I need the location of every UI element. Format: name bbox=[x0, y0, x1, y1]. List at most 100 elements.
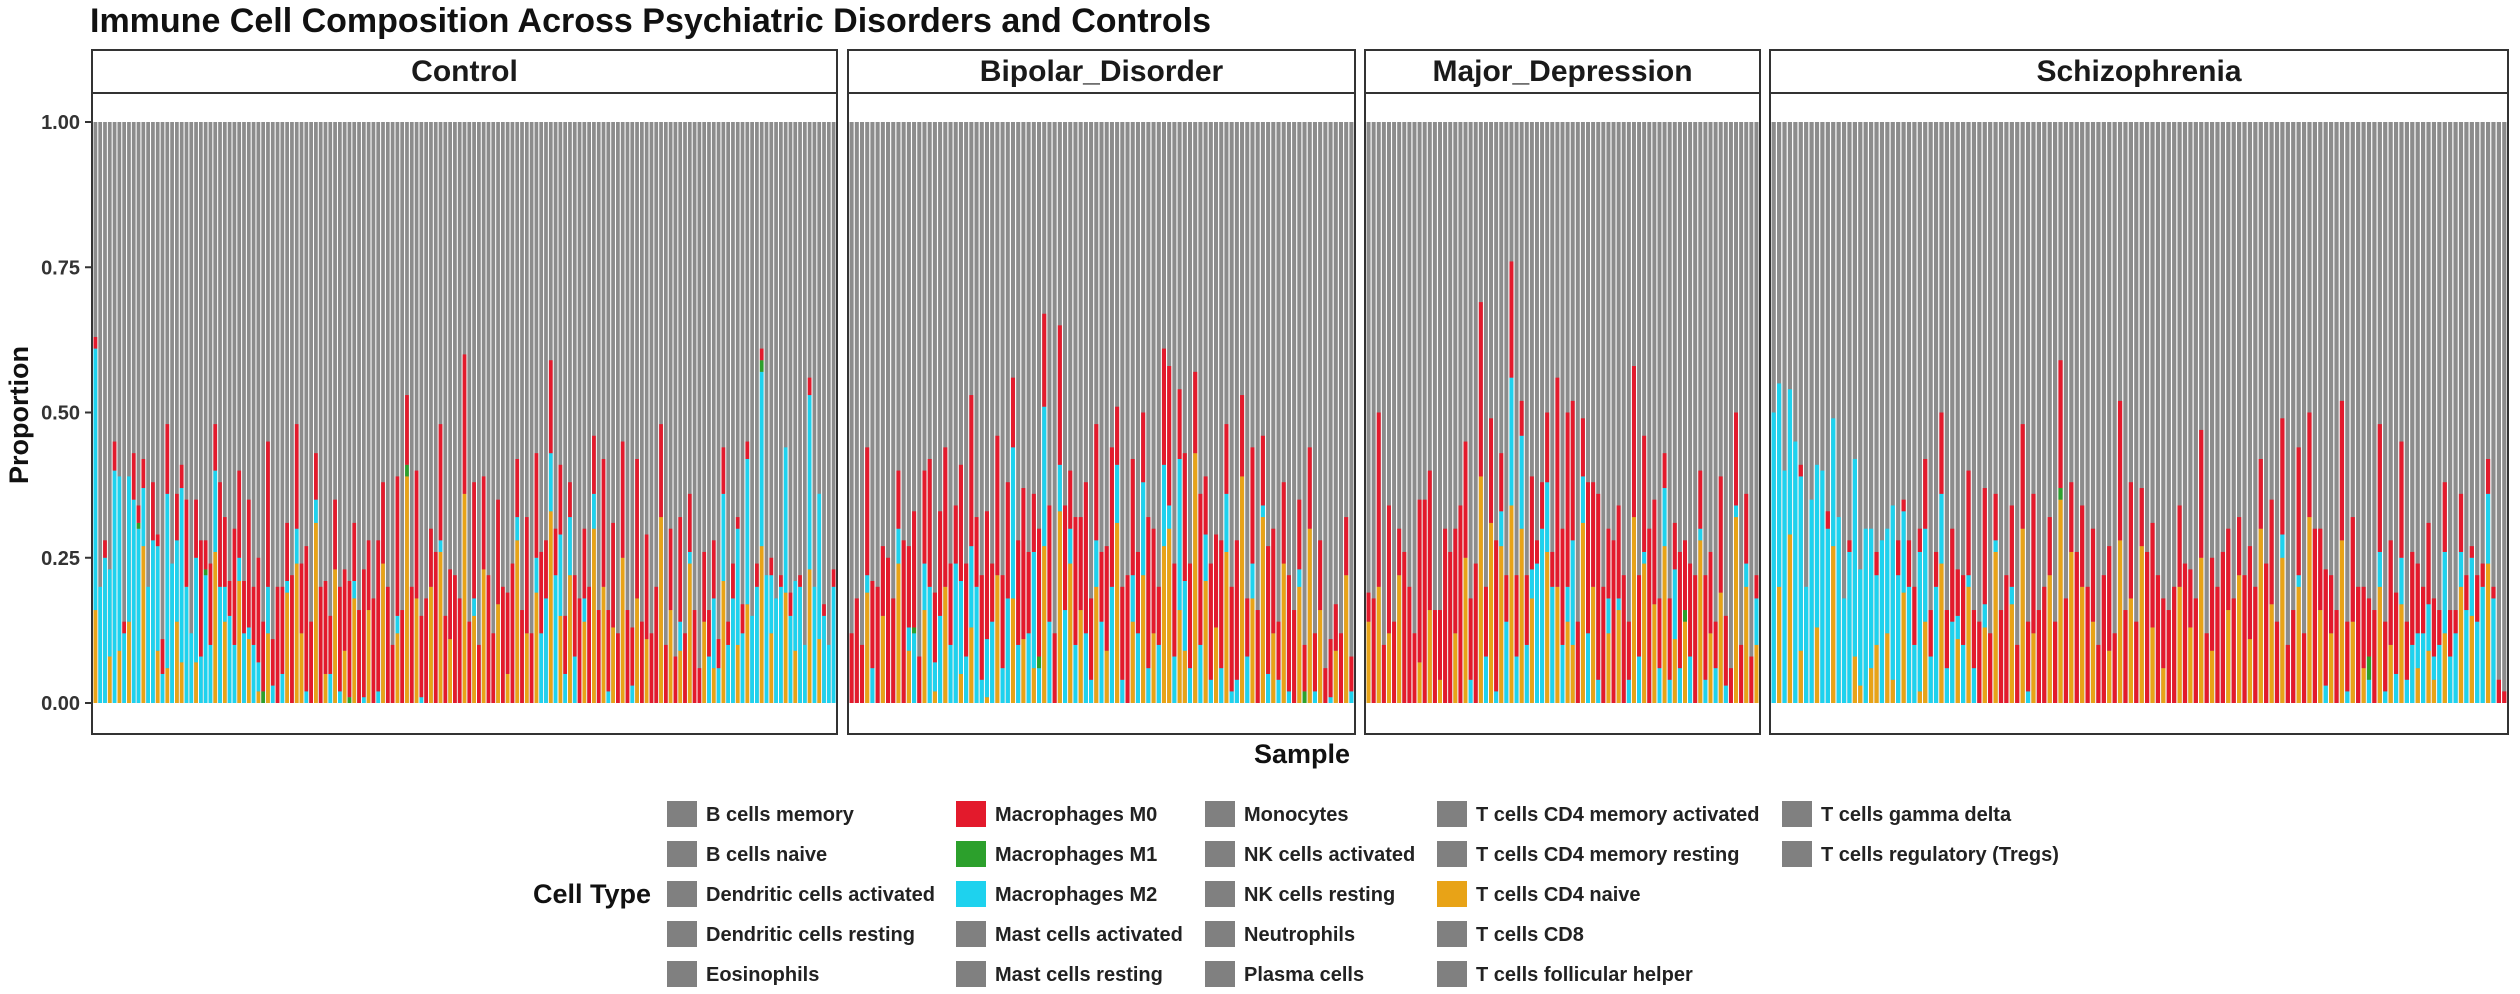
bar-segment-macrophages-m2 bbox=[227, 615, 232, 703]
bar-segment-t-cells-cd4-naive bbox=[496, 604, 500, 703]
bar-segment-other bbox=[1031, 122, 1036, 703]
bar-segment-other bbox=[745, 122, 750, 703]
bar-segment-macrophages-m0 bbox=[294, 424, 299, 529]
bar-segment-other bbox=[568, 122, 572, 703]
bar-segment-macrophages-m0 bbox=[270, 639, 275, 686]
bar-segment-macrophages-m0 bbox=[510, 563, 515, 703]
bar-segment-other bbox=[505, 122, 510, 703]
bar-segment-macrophages-m2 bbox=[1713, 668, 1718, 703]
bar-segment-other bbox=[2166, 122, 2171, 703]
bar-segment-macrophages-m2 bbox=[1616, 598, 1621, 611]
bar-segment-t-cells-cd4-naive bbox=[2128, 598, 2133, 703]
bar-segment-macrophages-m2 bbox=[563, 673, 568, 703]
bar-segment-macrophages-m2 bbox=[419, 697, 424, 703]
bar-segment-macrophages-m0 bbox=[859, 644, 865, 703]
bar-segment-macrophages-m2 bbox=[107, 569, 112, 657]
bar-segment-other bbox=[630, 122, 635, 703]
bar-segment-other bbox=[1804, 122, 1809, 703]
bar-segment-t-cells-cd4-naive bbox=[1260, 517, 1265, 703]
bar-segment-other bbox=[112, 122, 117, 703]
bar-segment-other bbox=[1073, 122, 1078, 703]
bar-segment-macrophages-m2 bbox=[1208, 679, 1213, 703]
bar-segment-macrophages-m2 bbox=[1286, 691, 1291, 703]
bar-segment-t-cells-cd4-naive bbox=[1852, 656, 1857, 703]
bar-segment-macrophages-m2 bbox=[1099, 621, 1104, 703]
bar-segment-macrophages-m0 bbox=[1912, 586, 1917, 645]
bar-segment-other bbox=[208, 122, 213, 703]
bar-segment-other bbox=[1847, 122, 1852, 703]
bar-segment-other bbox=[2334, 122, 2339, 703]
bar-segment-other bbox=[1297, 122, 1302, 703]
bar-segment-macrophages-m0 bbox=[222, 517, 227, 587]
bar-segment-macrophages-m0 bbox=[443, 615, 448, 703]
bar-segment-macrophages-m0 bbox=[854, 598, 859, 703]
bar-segment-macrophages-m1 bbox=[405, 464, 409, 477]
bar-segment-macrophages-m0 bbox=[1094, 424, 1099, 541]
bar-segment-macrophages-m2 bbox=[1901, 511, 1906, 593]
bar-segment-macrophages-m0 bbox=[1078, 517, 1083, 611]
bar-segment-macrophages-m2 bbox=[1349, 691, 1354, 703]
bar-segment-macrophages-m2 bbox=[922, 563, 927, 611]
bar-segment-other bbox=[524, 122, 529, 703]
bar-segment-other bbox=[1438, 122, 1442, 703]
bar-segment-other bbox=[639, 122, 644, 703]
bar-segment-other bbox=[880, 122, 885, 703]
bar-segment-macrophages-m2 bbox=[1219, 668, 1224, 703]
bar-segment-macrophages-m0 bbox=[953, 505, 958, 564]
y-axis-title: Proportion bbox=[4, 346, 34, 484]
bar-segment-macrophages-m0 bbox=[1626, 621, 1631, 680]
bar-segment-macrophages-m2 bbox=[1260, 505, 1265, 518]
bar-segment-t-cells-cd4-naive bbox=[2442, 633, 2447, 703]
bar-segment-t-cells-cd4-naive bbox=[1955, 639, 1960, 703]
bar-segment-macrophages-m1 bbox=[759, 360, 764, 372]
bar-segment-other bbox=[1782, 122, 1787, 703]
bar-segment-macrophages-m2 bbox=[1524, 644, 1529, 703]
bar-segment-t-cells-cd4-naive bbox=[1115, 522, 1120, 703]
bar-segment-macrophages-m0 bbox=[2090, 528, 2096, 622]
bar-segment-macrophages-m2 bbox=[938, 615, 943, 703]
bar-segment-macrophages-m0 bbox=[1135, 551, 1140, 634]
bar-segment-macrophages-m0 bbox=[1214, 534, 1219, 628]
bar-segment-macrophages-m2 bbox=[822, 615, 826, 703]
bar-segment-macrophages-m0 bbox=[2063, 598, 2069, 703]
bar-segment-macrophages-m2 bbox=[1514, 656, 1519, 703]
bar-segment-macrophages-m2 bbox=[927, 586, 932, 703]
bar-segment-other bbox=[1458, 122, 1463, 703]
bar-segment-other bbox=[901, 122, 906, 703]
legend-swatch bbox=[667, 801, 697, 827]
legend-swatch bbox=[1437, 881, 1467, 907]
bar-segment-macrophages-m0 bbox=[477, 644, 481, 703]
bar-segment-other bbox=[438, 122, 443, 703]
bar-segment-macrophages-m0 bbox=[136, 505, 141, 523]
bar-segment-macrophages-m0 bbox=[779, 575, 783, 587]
bar-segment-other bbox=[294, 122, 299, 703]
bar-segment-other bbox=[802, 122, 807, 703]
bar-segment-other bbox=[783, 122, 788, 703]
bar-segment-macrophages-m0 bbox=[2226, 528, 2231, 611]
bar-segment-t-cells-cd4-naive bbox=[865, 592, 870, 703]
bar-segment-macrophages-m2 bbox=[1005, 598, 1010, 703]
bar-segment-macrophages-m0 bbox=[2491, 586, 2496, 599]
bar-segment-t-cells-cd4-naive bbox=[759, 546, 764, 703]
bar-segment-macrophages-m2 bbox=[1858, 569, 1863, 686]
bar-segment-other bbox=[1596, 122, 1601, 703]
bar-segment-t-cells-cd4-naive bbox=[1151, 633, 1156, 703]
bar-segment-t-cells-cd4-naive bbox=[1923, 621, 1928, 703]
bar-segment-macrophages-m2 bbox=[1499, 511, 1504, 547]
bar-segment-other bbox=[2253, 122, 2258, 703]
bar-segment-macrophages-m0 bbox=[1203, 476, 1208, 535]
bar-segment-other bbox=[141, 122, 146, 703]
bar-segment-macrophages-m0 bbox=[1662, 453, 1667, 489]
bar-segment-macrophages-m0 bbox=[1083, 482, 1088, 634]
bar-segment-macrophages-m2 bbox=[1782, 470, 1787, 703]
bar-segment-other bbox=[1869, 122, 1874, 703]
bar-segment-macrophages-m2 bbox=[1874, 575, 1879, 645]
bar-segment-other bbox=[793, 122, 798, 703]
bar-segment-t-cells-cd4-naive bbox=[1683, 621, 1687, 703]
bar-segment-other bbox=[769, 122, 774, 703]
bar-segment-macrophages-m2 bbox=[112, 470, 117, 703]
bar-segment-other bbox=[1187, 122, 1193, 703]
bar-segment-macrophages-m0 bbox=[251, 586, 256, 645]
bar-segment-macrophages-m0 bbox=[1000, 575, 1005, 669]
bar-segment-macrophages-m0 bbox=[1307, 447, 1312, 529]
